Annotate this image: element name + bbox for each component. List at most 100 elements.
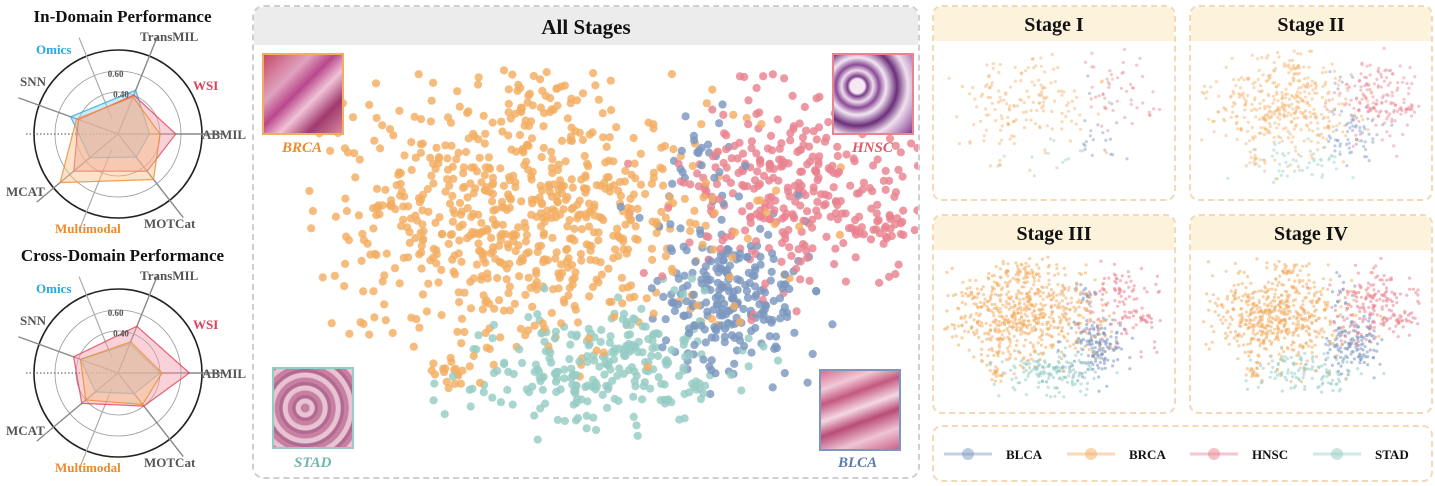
point-hnsc <box>1129 102 1133 106</box>
point-stad <box>582 424 591 433</box>
point-stad <box>1013 388 1017 392</box>
point-brca <box>960 336 964 340</box>
point-brca <box>575 196 584 205</box>
point-brca <box>1252 318 1256 322</box>
point-brca <box>975 328 979 332</box>
point-brca <box>1052 67 1056 71</box>
point-brca <box>1028 341 1033 345</box>
point-hnsc <box>1378 297 1382 301</box>
point-hnsc <box>1352 118 1356 122</box>
point-brca <box>1088 317 1092 321</box>
point-brca <box>1047 292 1051 296</box>
point-blca <box>1369 334 1374 338</box>
point-brca <box>1322 330 1326 334</box>
point-stad <box>1046 372 1051 376</box>
point-stad <box>1016 349 1020 353</box>
point-blca <box>1349 320 1353 324</box>
point-stad <box>1320 364 1324 368</box>
point-hnsc <box>1127 285 1131 289</box>
point-brca <box>1310 351 1314 355</box>
point-brca <box>1266 114 1270 118</box>
point-blca <box>1353 284 1357 288</box>
point-brca <box>1045 295 1049 299</box>
point-brca <box>1027 319 1031 323</box>
point-brca <box>1206 260 1211 264</box>
point-blca <box>1087 342 1091 346</box>
point-brca <box>1040 330 1045 334</box>
point-blca <box>828 320 837 329</box>
point-stad <box>1085 381 1090 385</box>
point-brca <box>1299 85 1303 89</box>
point-blca <box>1347 146 1351 150</box>
stage-4-panel: Stage IV <box>1189 214 1433 414</box>
point-brca <box>493 274 502 283</box>
point-hnsc <box>1353 325 1357 329</box>
point-brca <box>1266 280 1270 284</box>
point-blca <box>1338 274 1342 278</box>
point-brca <box>974 311 979 316</box>
point-brca <box>633 235 642 244</box>
point-brca <box>1017 306 1021 310</box>
point-hnsc <box>885 272 894 281</box>
point-brca <box>1062 308 1066 312</box>
point-stad <box>1024 378 1028 382</box>
point-brca <box>1294 149 1298 153</box>
point-blca <box>1341 288 1345 292</box>
point-brca <box>588 282 598 292</box>
point-hnsc <box>798 133 808 142</box>
point-brca <box>1103 334 1107 338</box>
point-brca <box>1269 304 1274 308</box>
point-brca <box>341 194 350 203</box>
point-blca <box>1349 150 1353 154</box>
point-blca <box>1098 342 1102 346</box>
point-brca <box>1324 70 1328 74</box>
point-stad <box>759 342 768 351</box>
point-brca <box>1304 264 1308 268</box>
point-brca <box>1307 128 1311 132</box>
radar-axis <box>117 372 184 457</box>
point-brca <box>504 131 513 140</box>
point-brca <box>1257 298 1261 302</box>
radar-group-multimodal: Multimodal <box>55 460 121 475</box>
point-hnsc <box>1385 289 1389 293</box>
point-brca <box>1219 318 1223 322</box>
point-hnsc <box>1094 95 1098 99</box>
point-hnsc <box>1371 117 1375 121</box>
point-stad <box>1305 166 1309 170</box>
point-brca <box>1313 343 1317 347</box>
point-hnsc <box>815 152 824 161</box>
point-brca <box>1295 263 1299 267</box>
point-blca <box>659 292 668 301</box>
point-brca <box>1238 269 1242 273</box>
point-brca <box>1271 101 1275 105</box>
point-blca <box>1343 346 1347 351</box>
point-stad <box>1304 362 1308 366</box>
point-brca <box>686 226 695 236</box>
point-hnsc <box>833 201 842 210</box>
point-brca <box>1059 318 1063 322</box>
point-brca <box>1293 71 1297 75</box>
point-brca <box>1351 313 1355 317</box>
point-brca <box>605 133 614 142</box>
point-brca <box>1251 135 1255 139</box>
point-brca <box>1244 142 1248 146</box>
point-brca <box>441 187 450 196</box>
point-brca <box>1234 330 1238 334</box>
point-hnsc <box>891 188 901 197</box>
point-hnsc <box>1386 93 1390 98</box>
point-hnsc <box>1388 277 1392 282</box>
point-brca <box>1237 332 1241 336</box>
point-brca <box>1340 102 1345 106</box>
point-brca <box>542 68 551 77</box>
point-hnsc <box>1410 82 1414 86</box>
point-stad <box>1290 375 1295 379</box>
point-brca <box>1324 80 1328 84</box>
point-brca <box>1015 322 1019 326</box>
point-stad <box>1009 368 1013 372</box>
point-brca <box>449 174 458 183</box>
point-brca <box>564 291 573 300</box>
point-brca <box>1303 95 1307 99</box>
point-blca <box>760 288 770 297</box>
point-brca <box>1049 324 1053 328</box>
point-brca <box>504 99 513 108</box>
